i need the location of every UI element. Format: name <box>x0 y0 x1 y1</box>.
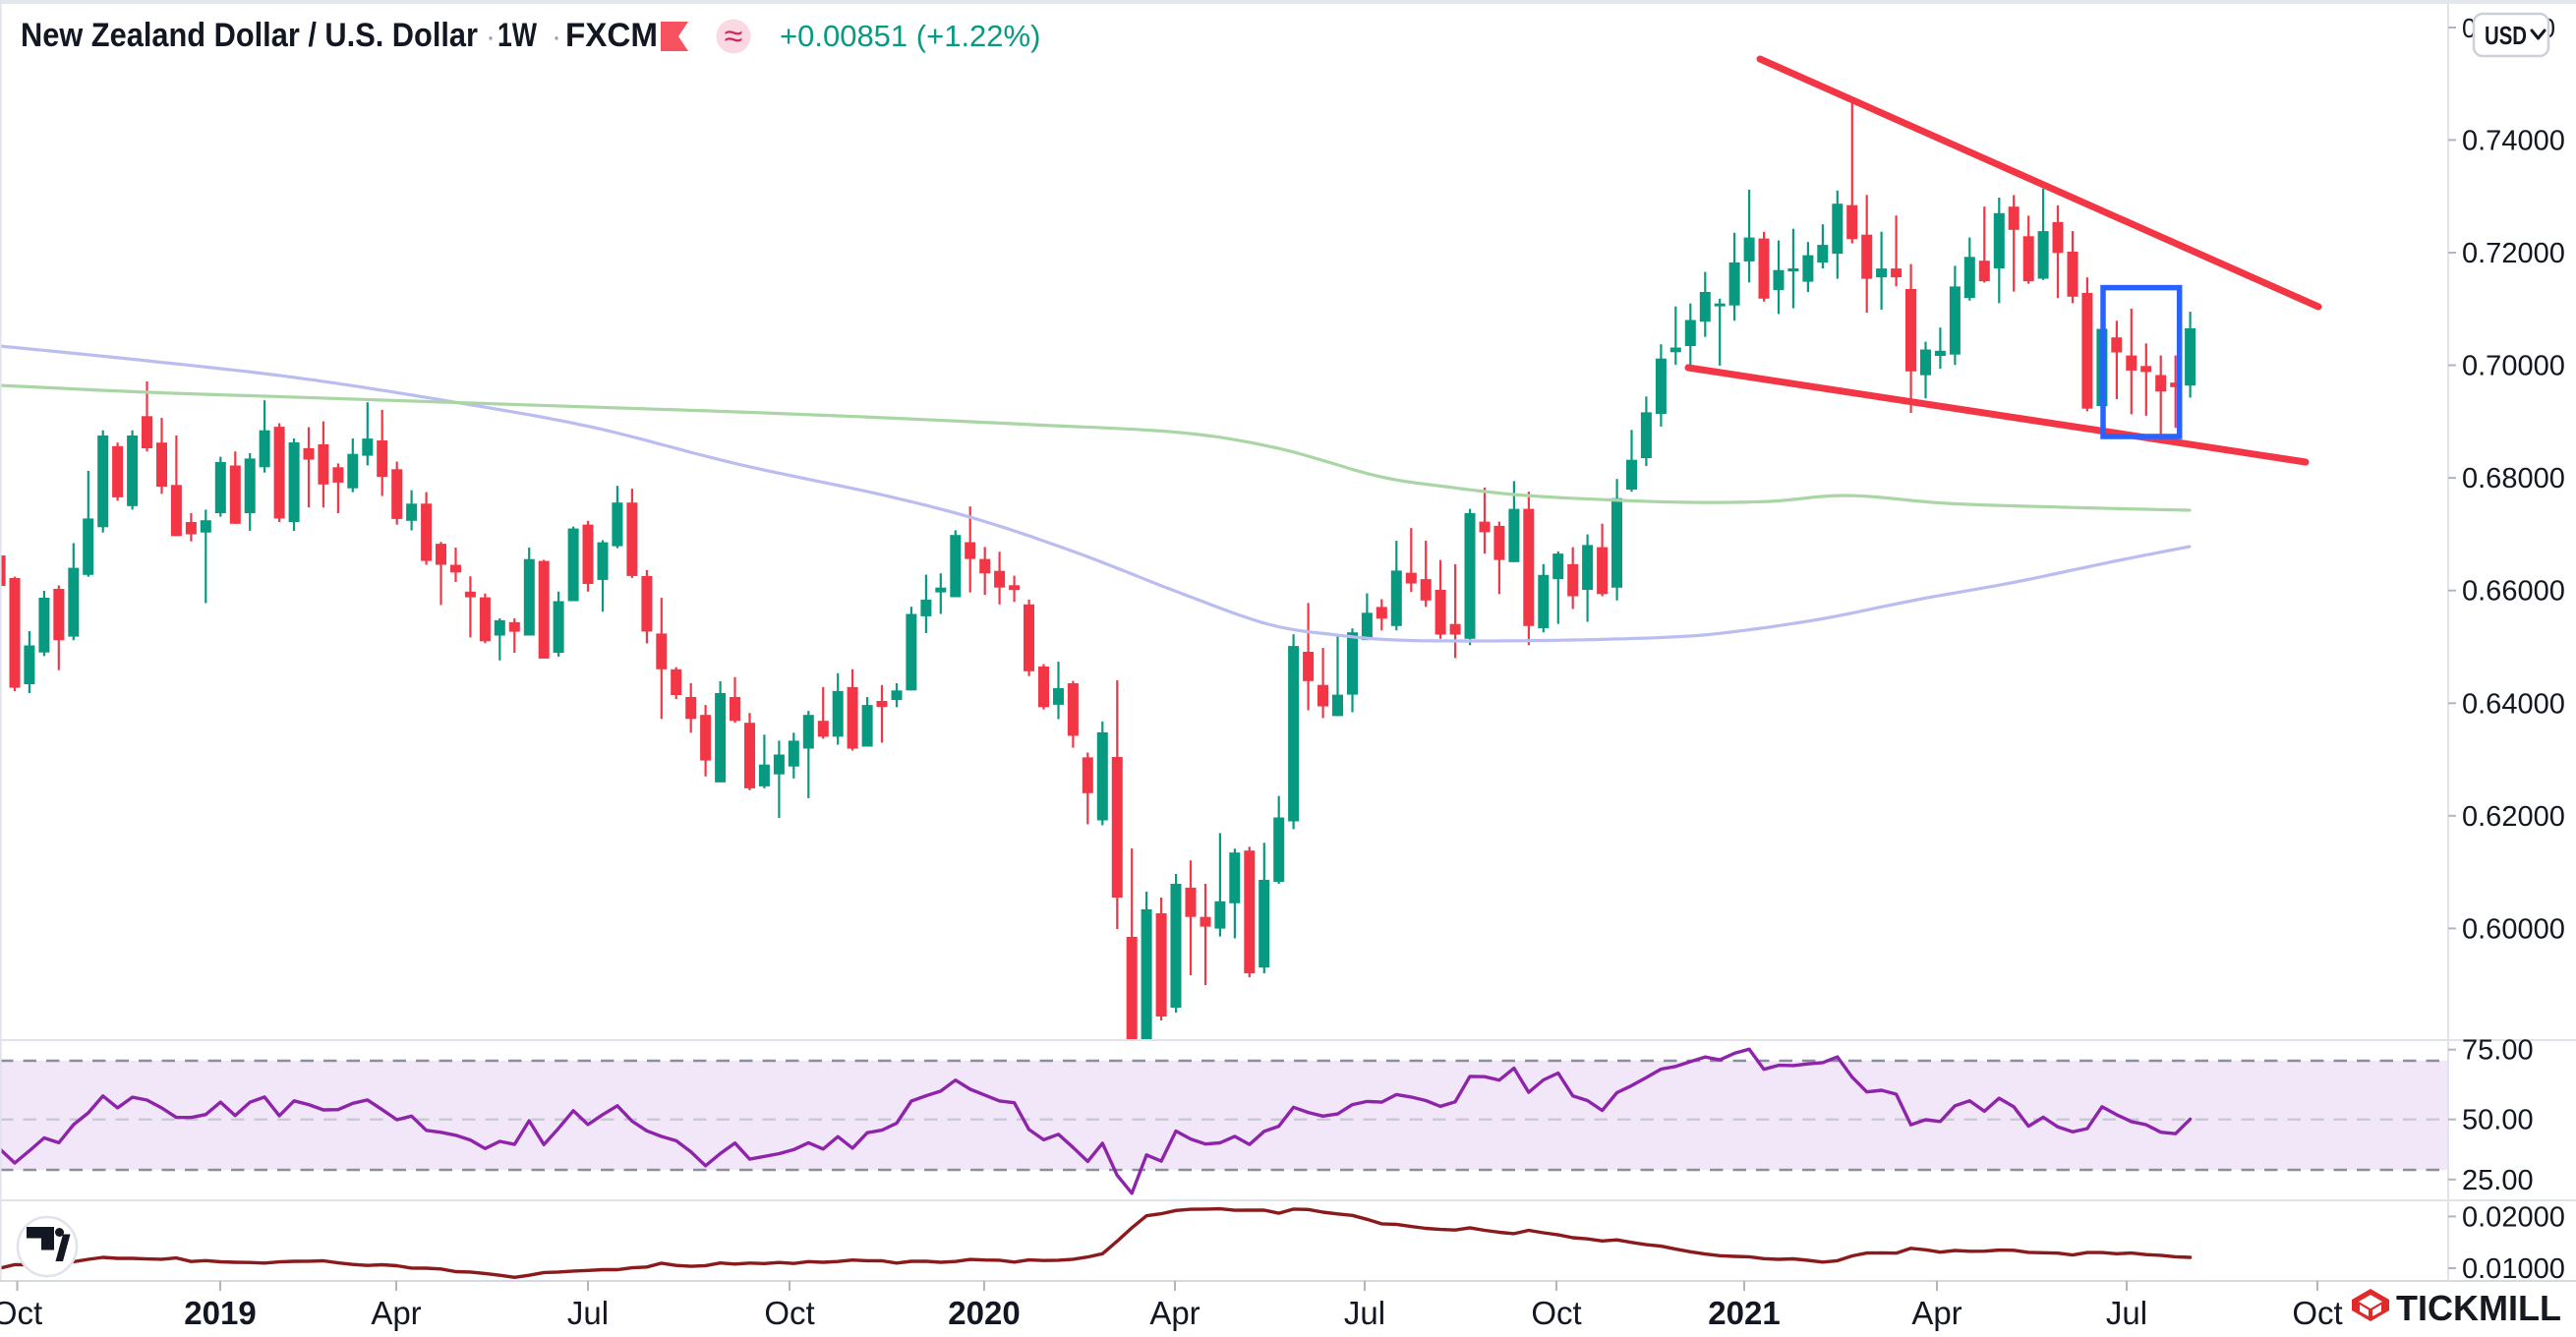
svg-text:FXCM: FXCM <box>565 17 658 54</box>
svg-text:0.60000: 0.60000 <box>2462 913 2565 945</box>
svg-text:0.68000: 0.68000 <box>2462 463 2565 494</box>
svg-text:75.00: 75.00 <box>2462 1035 2534 1067</box>
svg-text:25.00: 25.00 <box>2462 1165 2534 1196</box>
svg-text:+0.00851 (+1.22%): +0.00851 (+1.22%) <box>780 19 1040 53</box>
svg-text:0.01000: 0.01000 <box>2462 1253 2565 1285</box>
svg-text:0.72000: 0.72000 <box>2462 238 2565 269</box>
svg-text:0.02000: 0.02000 <box>2462 1201 2565 1233</box>
svg-text:Jul: Jul <box>2106 1295 2147 1331</box>
svg-text:0.74000: 0.74000 <box>2462 125 2565 156</box>
svg-text:Oct: Oct <box>2292 1295 2342 1331</box>
svg-text:0.62000: 0.62000 <box>2462 801 2565 833</box>
svg-text:≈: ≈ <box>725 18 743 55</box>
svg-text:USD: USD <box>2485 21 2527 50</box>
svg-text:Oct: Oct <box>764 1295 814 1331</box>
svg-text:Apr: Apr <box>1911 1295 1961 1331</box>
svg-text:2021: 2021 <box>1708 1295 1780 1331</box>
svg-text:·: · <box>552 21 561 53</box>
svg-text:·: · <box>486 21 496 53</box>
svg-text:TICKMILL: TICKMILL <box>2396 1288 2561 1328</box>
svg-text:Jul: Jul <box>1344 1295 1385 1331</box>
svg-text:2019: 2019 <box>184 1295 256 1331</box>
svg-text:New Zealand Dollar / U.S. Doll: New Zealand Dollar / U.S. Dollar <box>21 17 478 54</box>
svg-text:Oct: Oct <box>1531 1295 1581 1331</box>
svg-text:Apr: Apr <box>371 1295 421 1331</box>
svg-text:0.70000: 0.70000 <box>2462 351 2565 382</box>
svg-text:50.00: 50.00 <box>2462 1105 2534 1136</box>
svg-text:1W: 1W <box>498 17 538 54</box>
svg-text:2020: 2020 <box>948 1295 1020 1331</box>
svg-text:Oct: Oct <box>0 1295 42 1331</box>
svg-text:Apr: Apr <box>1149 1295 1200 1331</box>
svg-text:0.66000: 0.66000 <box>2462 576 2565 608</box>
svg-text:Jul: Jul <box>567 1295 609 1331</box>
svg-text:0.64000: 0.64000 <box>2462 688 2565 720</box>
